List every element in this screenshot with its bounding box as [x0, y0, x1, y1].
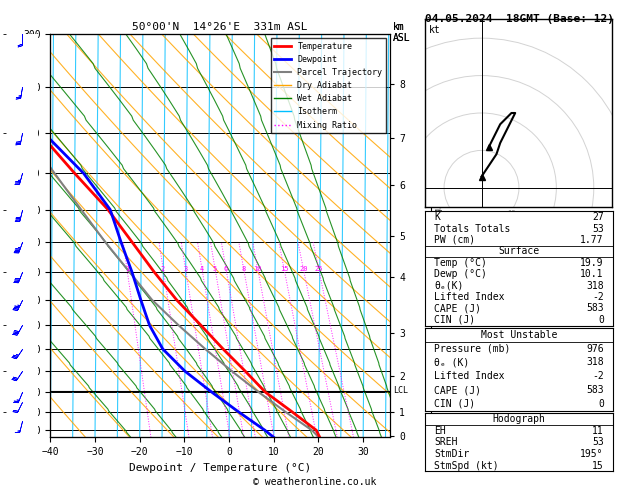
Text: StmDir: StmDir — [434, 449, 469, 459]
Text: θₑ (K): θₑ (K) — [434, 358, 469, 367]
Text: 583: 583 — [586, 303, 604, 313]
Text: 0: 0 — [598, 315, 604, 325]
Y-axis label: hPa: hPa — [8, 226, 18, 246]
Text: Surface: Surface — [498, 246, 540, 257]
Text: θₑ(K): θₑ(K) — [434, 280, 464, 291]
Text: SREH: SREH — [434, 437, 457, 447]
Text: 15: 15 — [280, 266, 288, 273]
Text: CAPE (J): CAPE (J) — [434, 303, 481, 313]
Text: 15: 15 — [592, 461, 604, 470]
X-axis label: Dewpoint / Temperature (°C): Dewpoint / Temperature (°C) — [129, 463, 311, 473]
Text: 318: 318 — [586, 358, 604, 367]
Text: 04.05.2024  18GMT (Base: 12): 04.05.2024 18GMT (Base: 12) — [425, 14, 613, 24]
Text: 20: 20 — [532, 237, 541, 243]
Text: 1.77: 1.77 — [581, 235, 604, 245]
Text: 10.1: 10.1 — [581, 269, 604, 279]
Text: PW (cm): PW (cm) — [434, 235, 475, 245]
Text: -2: -2 — [592, 371, 604, 381]
Text: Pressure (mb): Pressure (mb) — [434, 344, 510, 354]
Text: 318: 318 — [586, 280, 604, 291]
Text: LCL: LCL — [393, 386, 408, 395]
Text: 0: 0 — [598, 399, 604, 409]
Text: 53: 53 — [592, 224, 604, 234]
Text: CAPE (J): CAPE (J) — [434, 385, 481, 395]
Title: 50°00'N  14°26'E  331m ASL: 50°00'N 14°26'E 331m ASL — [132, 22, 308, 32]
Text: -2: -2 — [592, 292, 604, 302]
Text: 5: 5 — [213, 266, 217, 273]
Text: 195°: 195° — [581, 449, 604, 459]
Text: Most Unstable: Most Unstable — [481, 330, 557, 340]
Text: 4: 4 — [200, 266, 204, 273]
Text: Totals Totals: Totals Totals — [434, 224, 510, 234]
Text: 25: 25 — [314, 266, 323, 273]
Text: 8: 8 — [242, 266, 246, 273]
Text: K: K — [434, 212, 440, 222]
Text: km
ASL: km ASL — [393, 22, 411, 43]
Text: 30: 30 — [558, 264, 566, 270]
Text: 2: 2 — [161, 266, 165, 273]
Text: Dewp (°C): Dewp (°C) — [434, 269, 487, 279]
Text: CIN (J): CIN (J) — [434, 315, 475, 325]
Text: 6: 6 — [224, 266, 228, 273]
Text: 11: 11 — [592, 426, 604, 435]
Text: 10: 10 — [507, 210, 515, 216]
Text: 1: 1 — [125, 266, 129, 273]
Text: StmSpd (kt): StmSpd (kt) — [434, 461, 499, 470]
Text: Hodograph: Hodograph — [493, 414, 545, 424]
Text: 976: 976 — [586, 344, 604, 354]
Text: 53: 53 — [592, 437, 604, 447]
Text: 20: 20 — [299, 266, 308, 273]
Text: EH: EH — [434, 426, 446, 435]
Text: 40: 40 — [583, 291, 592, 296]
Text: 583: 583 — [586, 385, 604, 395]
Legend: Temperature, Dewpoint, Parcel Trajectory, Dry Adiabat, Wet Adiabat, Isotherm, Mi: Temperature, Dewpoint, Parcel Trajectory… — [271, 38, 386, 133]
Text: 3: 3 — [183, 266, 187, 273]
Text: CIN (J): CIN (J) — [434, 399, 475, 409]
Text: 27: 27 — [592, 212, 604, 222]
Y-axis label: Mixing Ratio (g/kg): Mixing Ratio (g/kg) — [433, 188, 443, 283]
Text: Lifted Index: Lifted Index — [434, 371, 504, 381]
Text: km
ASL: km ASL — [393, 22, 411, 43]
Text: 19.9: 19.9 — [581, 258, 604, 268]
Text: Lifted Index: Lifted Index — [434, 292, 504, 302]
Text: 10: 10 — [253, 266, 262, 273]
Text: Temp (°C): Temp (°C) — [434, 258, 487, 268]
Text: © weatheronline.co.uk: © weatheronline.co.uk — [253, 477, 376, 486]
Text: kt: kt — [429, 25, 441, 35]
